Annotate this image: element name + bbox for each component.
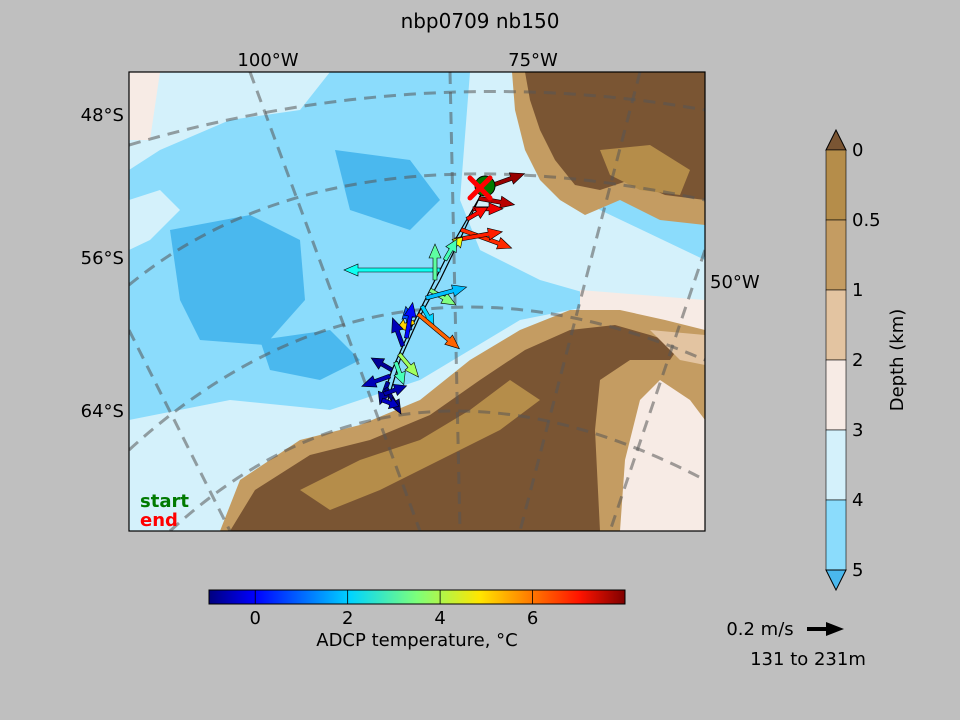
depth-colorbar-segment bbox=[825, 289, 847, 361]
velocity-arrow bbox=[478, 195, 516, 209]
temperature-colorbar-tick: 2 bbox=[342, 608, 353, 629]
depth-colorbar-segment bbox=[825, 359, 847, 431]
velocity-arrow bbox=[370, 357, 394, 373]
ship-track bbox=[381, 187, 486, 401]
legend-start: start bbox=[140, 491, 189, 512]
shallow-ocean-west bbox=[129, 190, 180, 250]
velocity-arrow bbox=[459, 227, 513, 250]
temperature-colorbar-label: ADCP temperature, °C bbox=[316, 630, 517, 651]
depth-colorbar-tick: 1 bbox=[852, 280, 863, 301]
end-marker bbox=[467, 175, 493, 201]
velocity-arrow bbox=[391, 317, 406, 348]
depth-colorbar: 0 0.5 1 2 3 4 5 bbox=[825, 128, 881, 592]
velocity-arrow bbox=[393, 360, 406, 386]
temperature-colorbar-tick: 6 bbox=[527, 608, 538, 629]
lat-label-56s: 56°S bbox=[81, 248, 124, 269]
deep-basin-west bbox=[170, 215, 305, 345]
reference-vector-label: 0.2 m/s bbox=[726, 619, 793, 640]
depth-colorbar-segment bbox=[825, 429, 847, 501]
velocity-arrow bbox=[397, 352, 419, 378]
temperature-colorbar-tick: 0 bbox=[249, 608, 260, 629]
depth-colorbar-segment bbox=[825, 219, 847, 291]
graticule bbox=[129, 72, 705, 531]
depth-colorbar-over bbox=[825, 128, 847, 151]
depth-colorbar-tick: 3 bbox=[852, 420, 863, 441]
south-america-ridge bbox=[600, 145, 690, 195]
depth-colorbar-segment bbox=[825, 149, 847, 221]
temperature-colorbar-ticks: 0 2 4 6 bbox=[249, 590, 538, 629]
plot-title: nbp0709 nb150 bbox=[401, 9, 560, 33]
depth-colorbar-tick: 2 bbox=[852, 350, 863, 371]
deep-basin-south bbox=[260, 330, 360, 380]
depth-colorbar-label: Depth (km) bbox=[887, 309, 908, 412]
temperature-colorbar-tick: 4 bbox=[434, 608, 445, 629]
reference-vector-arrow bbox=[807, 622, 844, 636]
velocity-arrow bbox=[361, 373, 392, 388]
velocity-arrow bbox=[454, 227, 504, 243]
lon-label-75w: 75°W bbox=[508, 50, 558, 71]
lon-label-50w: 50°W bbox=[710, 272, 760, 293]
shallow-ocean-north bbox=[129, 72, 330, 170]
lat-label-64s: 64°S bbox=[81, 401, 124, 422]
depth-colorbar-tick: 0 bbox=[852, 140, 863, 161]
depth-colorbar-under bbox=[825, 569, 847, 592]
velocity-arrow bbox=[416, 312, 460, 350]
shelf-pale-1 bbox=[129, 72, 160, 140]
depth-colorbar-segment bbox=[825, 499, 847, 571]
map-panel: start end bbox=[129, 72, 705, 531]
velocity-arrow bbox=[403, 301, 417, 339]
legend-end: end bbox=[140, 510, 178, 531]
lat-label-48s: 48°S bbox=[81, 105, 124, 126]
velocity-arrow bbox=[442, 238, 458, 262]
velocity-arrow bbox=[472, 202, 504, 216]
temperature-colorbar-gradient bbox=[208, 589, 626, 605]
reference-depth-range: 131 to 231m bbox=[750, 649, 866, 670]
lon-label-100w: 100°W bbox=[237, 50, 298, 71]
deep-basin-central bbox=[335, 150, 440, 230]
temperature-colorbar: 0 2 4 6 bbox=[208, 589, 626, 629]
depth-colorbar-tick: 0.5 bbox=[852, 210, 881, 231]
velocity-arrow bbox=[465, 206, 489, 222]
map-frame bbox=[128, 71, 706, 532]
velocity-arrow bbox=[382, 383, 408, 397]
depth-colorbar-tick: 5 bbox=[852, 560, 863, 581]
velocity-arrow bbox=[428, 287, 457, 306]
velocity-arrow bbox=[425, 284, 468, 301]
velocity-arrow bbox=[343, 263, 441, 277]
depth-colorbar-tick: 4 bbox=[852, 490, 863, 511]
velocity-arrow bbox=[428, 243, 442, 281]
velocity-arrow bbox=[380, 396, 400, 410]
